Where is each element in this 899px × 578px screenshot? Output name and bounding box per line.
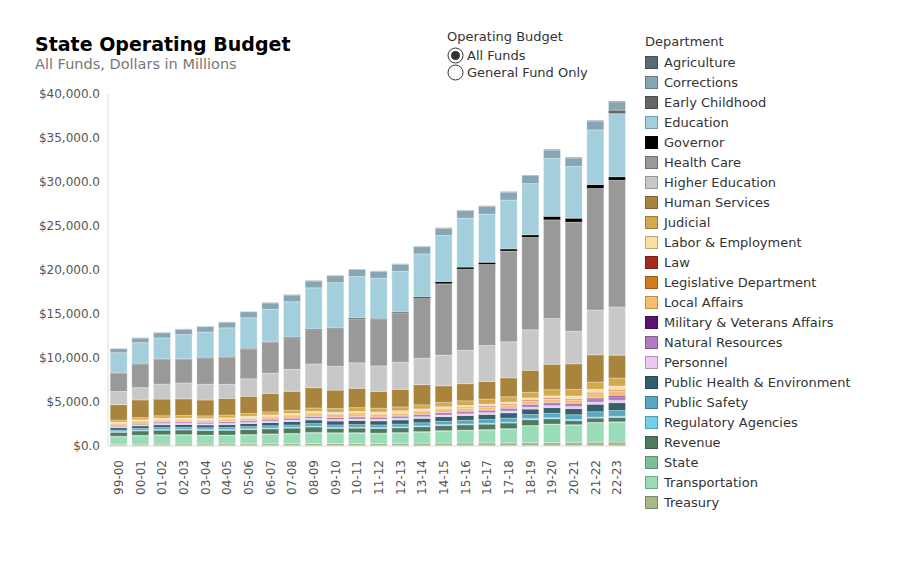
svg-text:$25,000.0: $25,000.0 bbox=[39, 219, 100, 233]
svg-text:$15,000.0: $15,000.0 bbox=[39, 307, 100, 321]
html-text:General Fund Only: General Fund Only bbox=[467, 65, 588, 80]
svg-text:$40,000.0: $40,000.0 bbox=[39, 87, 100, 101]
svg-text:03-04: 03-04 bbox=[199, 460, 213, 495]
svg-text:18-19: 18-19 bbox=[524, 460, 538, 495]
html-text:Education: Education bbox=[664, 114, 729, 130]
html-text:Public Health & Environment: Public Health & Environment bbox=[664, 374, 851, 390]
svg-text:12-13: 12-13 bbox=[394, 460, 408, 495]
svg-text:$35,000.0: $35,000.0 bbox=[39, 131, 100, 145]
svg-text:05-06: 05-06 bbox=[242, 460, 256, 495]
svg-text:$0.0: $0.0 bbox=[73, 439, 100, 453]
html-text:Corrections: Corrections bbox=[664, 74, 738, 90]
svg-text:01-02: 01-02 bbox=[155, 460, 169, 495]
svg-text:19-20: 19-20 bbox=[545, 460, 559, 495]
svg-text:13-14: 13-14 bbox=[415, 460, 429, 495]
html-text:Regulatory Agencies: Regulatory Agencies bbox=[664, 414, 798, 430]
svg-text:99-00: 99-00 bbox=[112, 460, 126, 495]
html-text:Revenue: Revenue bbox=[664, 434, 721, 450]
svg-text:09-10: 09-10 bbox=[329, 460, 343, 495]
html-text:Labor & Employment: Labor & Employment bbox=[664, 234, 802, 250]
html-text:Agriculture: Agriculture bbox=[664, 54, 736, 70]
svg-text:08-09: 08-09 bbox=[307, 460, 321, 495]
svg-text:17-18: 17-18 bbox=[502, 460, 516, 495]
html-text:State: State bbox=[664, 454, 699, 470]
html-text:Early Childhood: Early Childhood bbox=[664, 94, 767, 110]
svg-text:11-12: 11-12 bbox=[372, 460, 386, 495]
html-text:Legislative Department: Legislative Department bbox=[664, 274, 817, 290]
svg-text:15-16: 15-16 bbox=[459, 460, 473, 495]
svg-text:$10,000.0: $10,000.0 bbox=[39, 351, 100, 365]
html-text:Treasury: Treasury bbox=[664, 494, 720, 510]
svg-text:04-05: 04-05 bbox=[220, 460, 234, 495]
html-text:Higher Education: Higher Education bbox=[664, 174, 777, 190]
html-text:State Operating Budget: State Operating Budget bbox=[35, 33, 291, 55]
svg-text:02-03: 02-03 bbox=[177, 460, 191, 495]
svg-text:10-11: 10-11 bbox=[350, 460, 364, 495]
html-text:Law: Law bbox=[664, 254, 690, 270]
html-text:Public Safety: Public Safety bbox=[664, 394, 749, 410]
svg-text:$5,000.0: $5,000.0 bbox=[47, 395, 100, 409]
html-text:Department: Department bbox=[645, 34, 724, 49]
html-text:Natural Resources: Natural Resources bbox=[664, 334, 783, 350]
svg-text:$30,000.0: $30,000.0 bbox=[39, 175, 100, 189]
svg-text:21-22: 21-22 bbox=[589, 460, 603, 495]
svg-text:07-08: 07-08 bbox=[285, 460, 299, 495]
html-text:Judicial: Judicial bbox=[664, 214, 711, 230]
html-text:Personnel: Personnel bbox=[664, 354, 728, 370]
html-text:All Funds: All Funds bbox=[467, 48, 526, 63]
svg-text:06-07: 06-07 bbox=[264, 460, 278, 495]
svg-text:20-21: 20-21 bbox=[567, 460, 581, 495]
html-text:Human Services: Human Services bbox=[664, 194, 770, 210]
html-text:Health Care: Health Care bbox=[664, 154, 741, 170]
svg-text:$20,000.0: $20,000.0 bbox=[39, 263, 100, 277]
html-text:Military & Veterans Affairs: Military & Veterans Affairs bbox=[664, 314, 834, 330]
svg-text:22-23: 22-23 bbox=[610, 460, 624, 495]
html-text:Governor: Governor bbox=[664, 134, 725, 150]
html-text:Local Affairs: Local Affairs bbox=[664, 294, 744, 310]
html-text:All Funds, Dollars in Millions: All Funds, Dollars in Millions bbox=[35, 56, 237, 72]
svg-text:16-17: 16-17 bbox=[480, 460, 494, 495]
svg-text:14-15: 14-15 bbox=[437, 460, 451, 495]
html-text:Operating Budget: Operating Budget bbox=[447, 29, 563, 44]
html-text:Transportation: Transportation bbox=[664, 474, 758, 490]
svg-text:00-01: 00-01 bbox=[134, 460, 148, 495]
